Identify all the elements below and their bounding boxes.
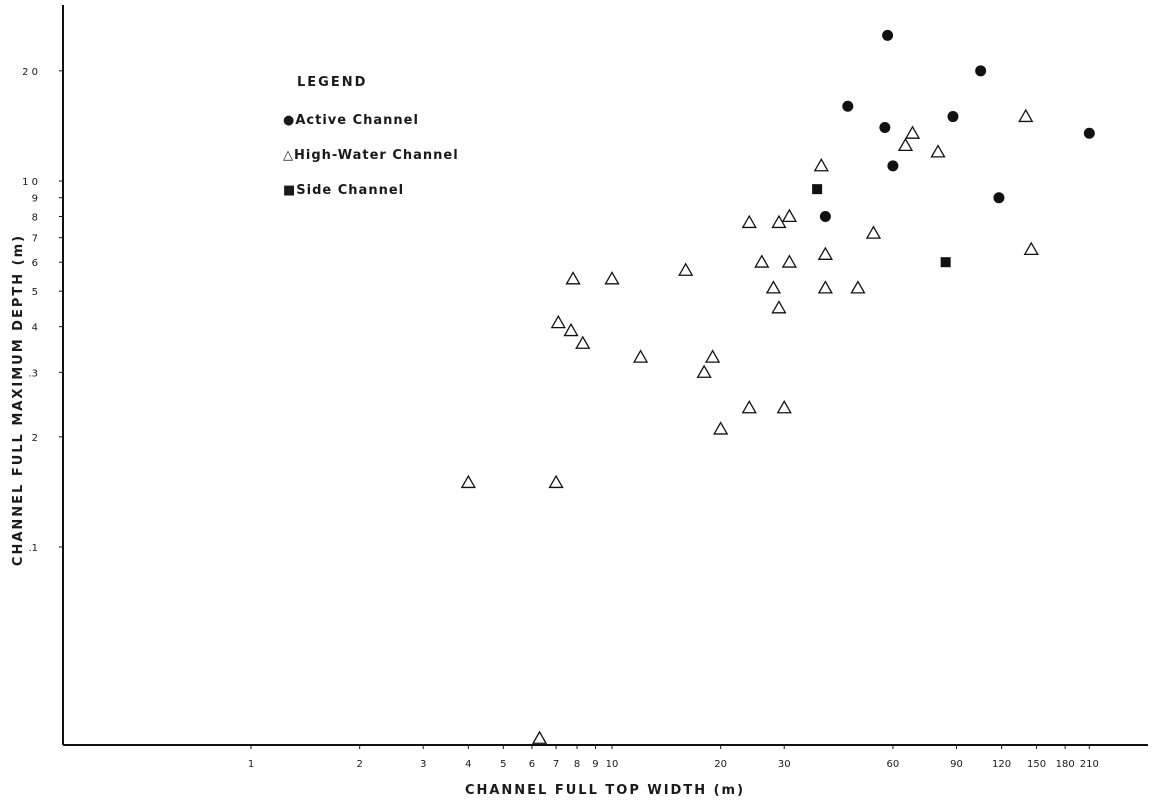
x-tick-label: 30 bbox=[778, 759, 791, 770]
legend-symbol-side: ■ bbox=[283, 183, 296, 198]
x-tick-label: 20 bbox=[714, 759, 727, 770]
x-tick-label: 6 bbox=[529, 759, 535, 770]
x-tick-label: 90 bbox=[950, 759, 963, 770]
high-water-channel-point bbox=[678, 262, 694, 276]
legend-title: LEGEND bbox=[297, 75, 367, 90]
legend-symbol-high-water: △ bbox=[283, 148, 294, 163]
legend-label-high-water: High-Water Channel bbox=[294, 148, 459, 163]
high-water-channel-point bbox=[904, 125, 921, 139]
high-water-channel-point bbox=[632, 349, 649, 363]
high-water-channel-point bbox=[765, 280, 782, 294]
high-water-channel-point bbox=[741, 214, 757, 229]
high-water-channel-point bbox=[930, 144, 946, 158]
y-tick-label: 8 bbox=[32, 212, 38, 223]
active-channel-point bbox=[882, 29, 894, 41]
high-water-channel-point bbox=[1018, 108, 1034, 123]
y-tick-label: 5 bbox=[32, 287, 38, 298]
legend-item-side-channel: ■Side Channel bbox=[283, 183, 404, 198]
high-water-channel-point bbox=[817, 280, 833, 294]
high-water-channel-point bbox=[531, 730, 548, 744]
high-water-channel-point bbox=[813, 158, 829, 172]
x-tick-label: 5 bbox=[500, 759, 506, 770]
y-tick-label: 1 0 bbox=[22, 177, 38, 188]
y-tick-label: 4 bbox=[32, 323, 38, 334]
high-water-channel-point bbox=[713, 421, 729, 435]
legend: LEGEND ●Active Channel △High-Water Chann… bbox=[283, 75, 459, 198]
high-water-channel-point bbox=[741, 400, 757, 414]
x-tick-label: 60 bbox=[887, 759, 900, 770]
side-channel-point bbox=[940, 257, 951, 268]
x-tick-label: 3 bbox=[420, 759, 426, 770]
high-water-channel-point bbox=[771, 300, 787, 314]
y-tick-label: .3 bbox=[28, 368, 38, 379]
x-tick-label: 1 bbox=[248, 759, 254, 770]
high-water-channel-point bbox=[776, 400, 792, 414]
y-tick-label: 9 bbox=[32, 194, 38, 205]
x-tick-label: 150 bbox=[1027, 759, 1046, 770]
y-axis-title: CHANNEL FULL MAXIMUM DEPTH (m) bbox=[11, 234, 26, 566]
x-tick-label: 9 bbox=[592, 759, 598, 770]
high-water-channel-point bbox=[850, 280, 866, 294]
high-water-channel-point bbox=[781, 208, 798, 222]
high-water-channel-point bbox=[550, 314, 566, 329]
active-channel-point bbox=[975, 65, 987, 77]
active-channel-point bbox=[819, 210, 831, 222]
legend-item-active-channel: ●Active Channel bbox=[283, 113, 419, 128]
x-tick-label: 120 bbox=[992, 759, 1011, 770]
legend-label-active: Active Channel bbox=[295, 113, 419, 128]
y-tick-label: .1 bbox=[28, 543, 38, 554]
x-tick-label: 4 bbox=[465, 759, 471, 770]
y-tick-label: 2 0 bbox=[22, 67, 38, 78]
active-channel-point bbox=[1083, 127, 1095, 139]
legend-item-high-water-channel: △High-Water Channel bbox=[283, 148, 459, 163]
y-axis-ticks: .1 2 .3 4 5 6 7 8 9 1 0 2 0 bbox=[22, 67, 63, 554]
x-tick-label: 8 bbox=[574, 759, 580, 770]
x-tick-label: 7 bbox=[553, 759, 559, 770]
high-water-channel-point bbox=[705, 349, 721, 363]
high-water-channel-point bbox=[1023, 241, 1039, 255]
active-channel-point bbox=[879, 122, 891, 134]
legend-symbol-active: ● bbox=[283, 113, 295, 128]
high-water-channel-point bbox=[563, 322, 579, 337]
high-water-channel-point bbox=[604, 271, 620, 285]
active-channel-point bbox=[887, 160, 899, 172]
data-points bbox=[460, 29, 1095, 744]
y-tick-label: 2 bbox=[32, 433, 38, 444]
legend-label-side: Side Channel bbox=[296, 183, 404, 198]
y-tick-label: 6 bbox=[32, 258, 38, 269]
y-tick-label: 7 bbox=[32, 234, 38, 245]
x-axis-title: CHANNEL FULL TOP WIDTH (m) bbox=[465, 783, 745, 798]
active-channel-point bbox=[842, 100, 854, 112]
high-water-channel-point bbox=[817, 246, 833, 260]
high-water-channel-point bbox=[897, 137, 914, 152]
x-tick-label: 210 bbox=[1080, 759, 1099, 770]
active-channel-point bbox=[993, 192, 1005, 204]
x-tick-label: 180 bbox=[1056, 759, 1075, 770]
high-water-channel-point bbox=[575, 335, 591, 349]
high-water-channel-point bbox=[460, 474, 476, 489]
x-axis-ticks: 1 2 3 4 5 6 7 8 9 10 20 30 60 90 120 150 180 210 bbox=[248, 745, 1099, 770]
x-tick-label: 10 bbox=[606, 759, 619, 770]
high-water-channel-point bbox=[865, 225, 882, 239]
side-channel-point bbox=[812, 184, 823, 195]
high-water-channel-point bbox=[754, 254, 770, 268]
high-water-channel-point bbox=[696, 364, 712, 378]
axes bbox=[62, 5, 1148, 746]
high-water-channel-point bbox=[781, 254, 798, 268]
high-water-channel-point bbox=[548, 474, 564, 489]
high-water-channel-point bbox=[565, 271, 581, 285]
x-tick-label: 2 bbox=[356, 759, 362, 770]
active-channel-point bbox=[947, 111, 959, 123]
